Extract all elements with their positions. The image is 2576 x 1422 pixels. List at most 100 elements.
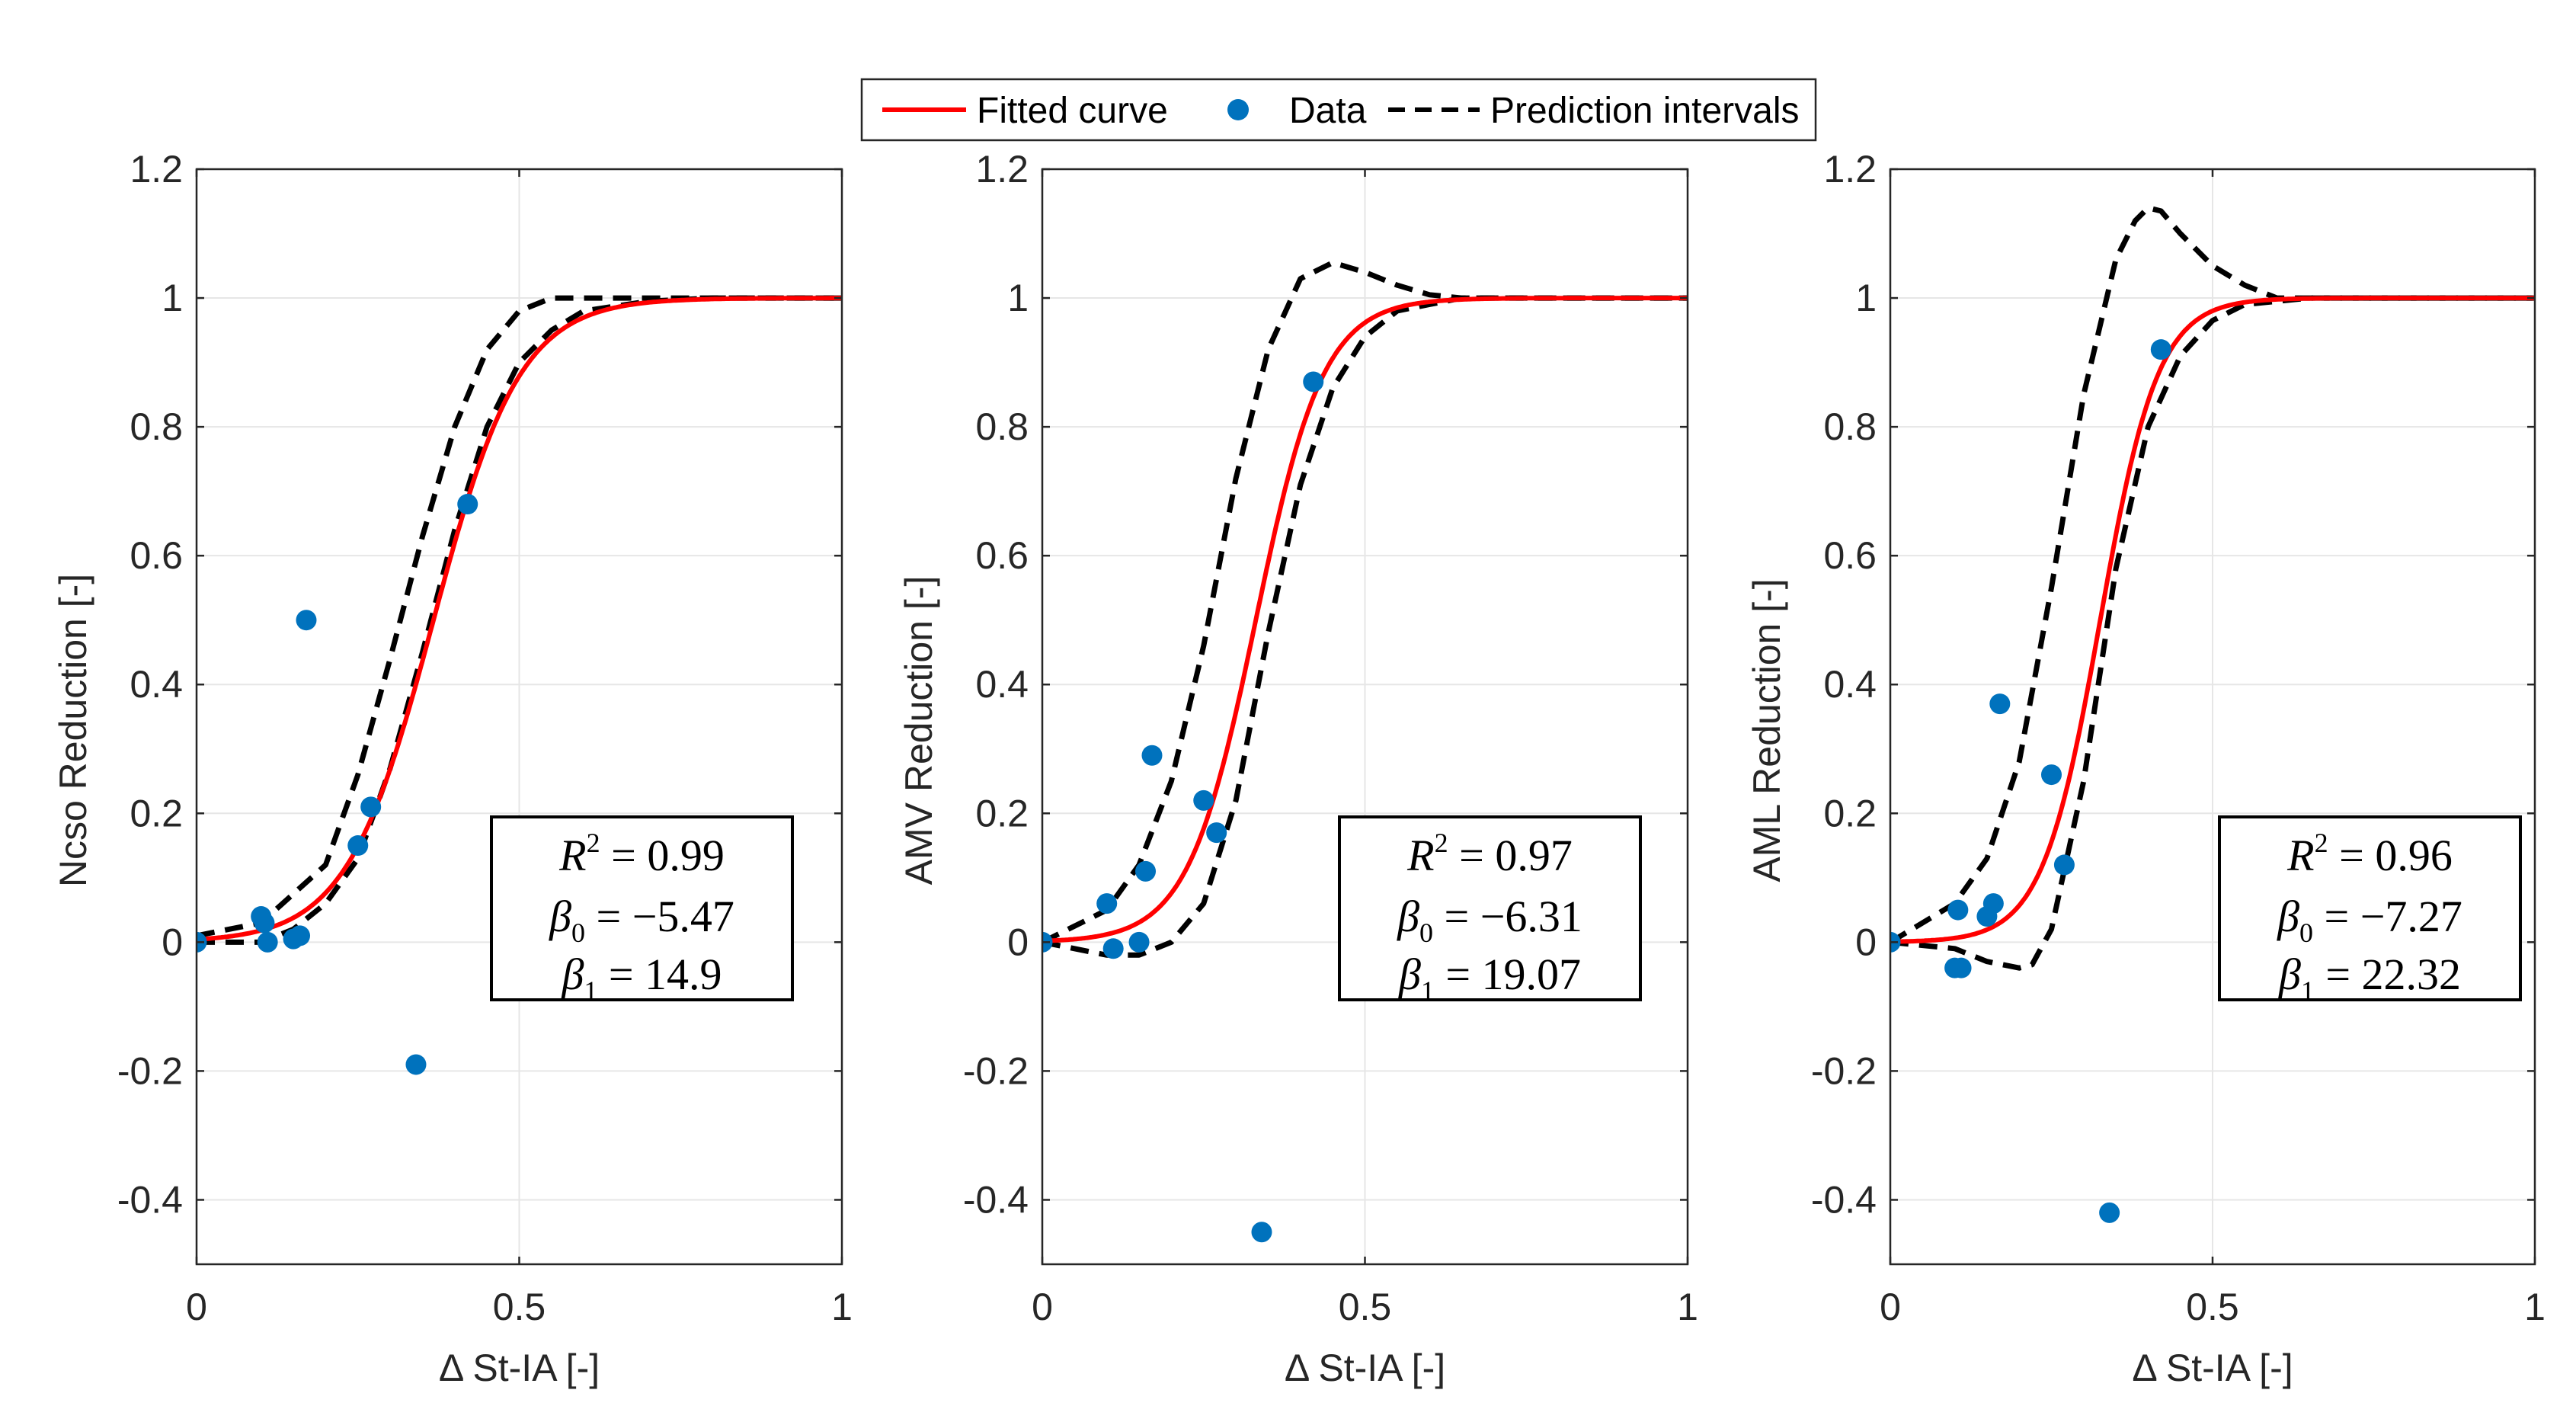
data-point	[2150, 339, 2171, 360]
y-tick-label: -0.2	[963, 1049, 1029, 1092]
legend-label-data: Data	[1289, 91, 1367, 131]
data-point	[254, 912, 275, 934]
beta0-value: β0 = −5.47	[549, 892, 734, 948]
data-point	[1989, 693, 2011, 715]
y-axis-label: AML Reduction [-]	[1746, 578, 1788, 882]
y-tick-label: -0.4	[963, 1178, 1029, 1221]
x-tick-label: 0.5	[2186, 1286, 2239, 1328]
legend-item-data: Data	[1227, 91, 1367, 131]
y-tick-label: 0.2	[975, 792, 1029, 834]
plot-content	[1890, 205, 2535, 1223]
data-point	[405, 1054, 427, 1075]
x-tick-label: 1	[2524, 1286, 2546, 1328]
y-tick-label: 0.2	[1823, 792, 1877, 834]
data-point	[1303, 371, 1324, 392]
fit-statistics-frame	[2218, 815, 2522, 1001]
data-point	[1947, 899, 1969, 921]
beta0-value: β0 = −6.31	[1397, 892, 1582, 948]
fitted-curve	[1890, 296, 2535, 944]
data-point	[290, 925, 311, 946]
data-point	[2053, 854, 2075, 876]
legend-box	[860, 78, 1817, 142]
x-tick-label: 1	[831, 1286, 853, 1328]
y-axis-label: Ncso Reduction [-]	[52, 574, 94, 887]
r-squared-value: R2 = 0.96	[2286, 828, 2453, 880]
x-tick-label: 0	[1880, 1286, 1901, 1328]
legend-label-fitted-curve: Fitted curve	[977, 91, 1168, 131]
x-tick-label: 0.5	[493, 1286, 546, 1328]
subplot-panel-3: 0 0.5 1 -0.4 -0.2 0 0.2 0.4 0.6 0.8 1 1.2 Δ St-IA [-…	[1746, 148, 2546, 1389]
y-tick-label: 1	[1007, 277, 1029, 319]
data-point	[1251, 1222, 1272, 1243]
plot-content	[1042, 260, 1688, 1243]
subplot-panel-1: 0 0.5 1 -0.4 -0.2 0 0.2 0.4 0.6 0.8 1 1.2 Δ St-IA [-…	[52, 148, 853, 1389]
x-axis-label: Δ St-IA [-]	[2132, 1347, 2293, 1389]
plot-content	[197, 295, 842, 1075]
y-tick-label: 0.4	[1823, 663, 1877, 706]
r-squared-value: R2 = 0.99	[558, 828, 725, 880]
y-tick-label: 0.4	[130, 663, 183, 706]
legend-item-prediction-intervals: Prediction intervals	[1388, 91, 1800, 131]
y-axis-label: AMV Reduction [-]	[898, 576, 940, 886]
y-tick-label: 1.2	[130, 148, 183, 191]
data-point	[457, 494, 478, 515]
data-point	[1096, 893, 1118, 914]
y-tick-label: 0.6	[1823, 534, 1877, 577]
y-tick-label: -0.4	[1811, 1178, 1877, 1221]
data-point	[1128, 931, 1150, 953]
fit-statistics-frame	[1338, 815, 1642, 1001]
y-tick-label: 1	[1855, 277, 1877, 319]
y-tick-label: 1.2	[975, 148, 1029, 191]
y-tick-label: 1	[162, 277, 183, 319]
beta0-value: β0 = −7.27	[2277, 892, 2462, 948]
y-tick-label: 0.4	[975, 663, 1029, 706]
x-tick-label: 0.5	[1339, 1286, 1392, 1328]
y-tick-label: -0.4	[117, 1178, 183, 1221]
data-point	[1206, 822, 1227, 844]
x-axis-label: Δ St-IA [-]	[1285, 1347, 1445, 1389]
y-tick-label: 0	[1855, 921, 1877, 963]
fit-statistics-frame	[490, 815, 794, 1001]
data-point	[1950, 957, 1972, 978]
data-point	[2041, 764, 2062, 786]
data-point	[296, 610, 317, 631]
data-point	[1135, 860, 1157, 882]
prediction-interval-upper	[197, 295, 842, 939]
data-point	[257, 931, 278, 953]
data-point	[347, 835, 369, 857]
y-tick-label: 1.2	[1823, 148, 1877, 191]
legend-swatch-blue-marker	[1227, 99, 1249, 120]
subplot-panels: 0 0.5 1 -0.4 -0.2 0 0.2 0.4 0.6 0.8 1 1.2 Δ St-IA [-…	[52, 148, 2546, 1389]
y-tick-label: 0	[1007, 921, 1029, 963]
fitted-curve	[1042, 296, 1688, 943]
x-tick-label: 0	[186, 1286, 207, 1328]
x-tick-label: 1	[1677, 1286, 1698, 1328]
prediction-interval-upper	[1890, 205, 2535, 945]
y-tick-label: 0.8	[130, 405, 183, 448]
y-tick-label: 0.6	[130, 534, 183, 577]
r-squared-value: R2 = 0.97	[1406, 828, 1573, 880]
prediction-interval-upper	[1042, 260, 1688, 945]
data-point	[1193, 789, 1214, 811]
y-tick-label: -0.2	[1811, 1049, 1877, 1092]
legend-label-prediction-intervals: Prediction intervals	[1490, 91, 1800, 131]
beta1-value: β1 = 19.07	[1398, 950, 1581, 1006]
y-tick-label: 0.2	[130, 792, 183, 834]
data-point	[1982, 893, 2004, 914]
data-point	[360, 796, 382, 818]
data-point	[2099, 1202, 2120, 1223]
y-tick-label: 0	[162, 921, 183, 963]
beta1-value: β1 = 14.9	[561, 950, 722, 1006]
fitted-curve	[197, 296, 842, 942]
y-tick-label: 0.8	[1823, 405, 1877, 448]
subplot-panel-2: 0 0.5 1 -0.4 -0.2 0 0.2 0.4 0.6 0.8 1 1.2 Δ St-IA [-…	[898, 148, 1698, 1389]
y-tick-label: 0.6	[975, 534, 1029, 577]
legend-item-fitted-curve: Fitted curve	[882, 91, 1168, 131]
x-tick-label: 0	[1032, 1286, 1053, 1328]
y-tick-label: -0.2	[117, 1049, 183, 1092]
x-axis-label: Δ St-IA [-]	[439, 1347, 600, 1389]
